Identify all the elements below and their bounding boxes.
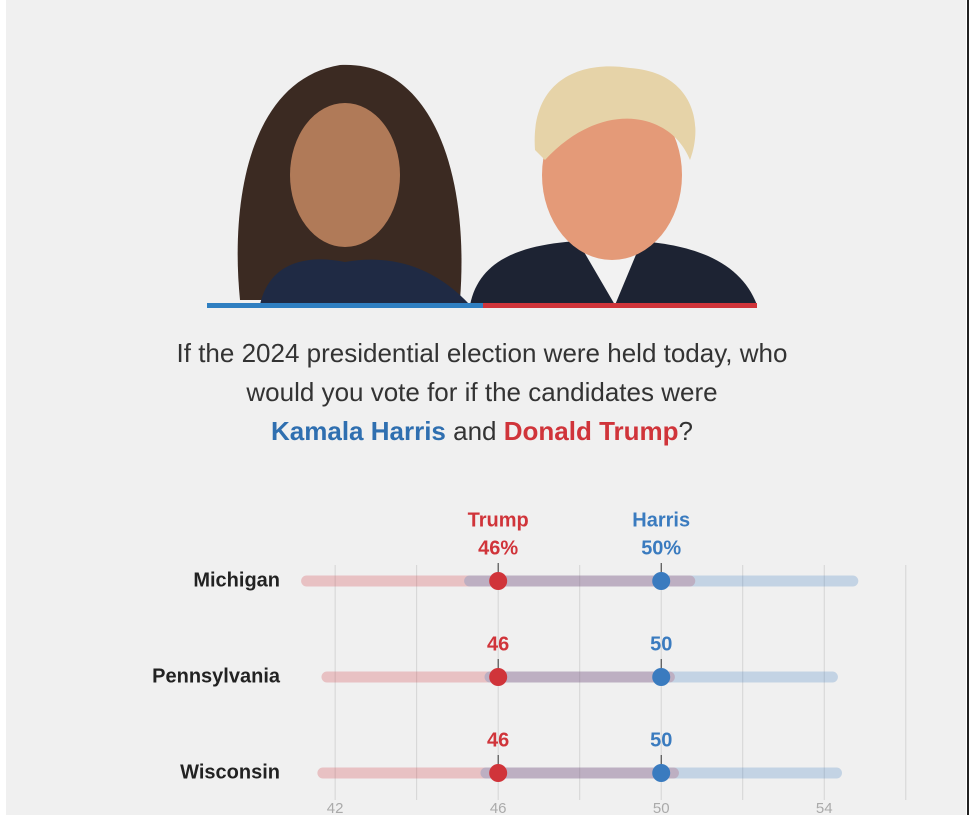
value-label: 50 — [650, 633, 672, 655]
x-tick-label: 46 — [490, 800, 507, 815]
x-tick-label: 50 — [653, 800, 670, 815]
left-margin — [0, 0, 6, 815]
dot — [652, 764, 671, 782]
dot — [489, 668, 508, 686]
question: If the 2024 presidential election were h… — [100, 334, 864, 451]
trump-portrait — [470, 66, 757, 305]
value-label: 46% — [478, 537, 518, 559]
harris-name: Kamala Harris — [271, 416, 446, 446]
question-mark: ? — [678, 416, 693, 446]
category-label: Michigan — [193, 569, 280, 591]
question-word: and — [453, 416, 497, 446]
dot — [489, 572, 508, 590]
harris-bar — [207, 303, 483, 308]
question-line: If the 2024 presidential election were h… — [176, 338, 788, 368]
x-tick-label: 42 — [327, 800, 344, 815]
trump-bar — [483, 303, 757, 308]
trump-name: Donald Trump — [503, 416, 679, 446]
dot — [489, 764, 508, 782]
series-name: Harris — [632, 509, 690, 531]
dot — [652, 668, 671, 686]
x-tick-label: 54 — [816, 800, 833, 815]
series-name: Trump — [468, 509, 529, 531]
harris-portrait — [237, 64, 470, 305]
value-label: 46 — [487, 729, 509, 751]
value-label: 50% — [641, 537, 681, 559]
right-margin — [966, 0, 974, 815]
dot — [652, 572, 671, 590]
question-line: would you vote for if the candidates wer… — [246, 377, 718, 407]
category-label: Wisconsin — [180, 761, 280, 783]
value-label: 46 — [487, 633, 509, 655]
category-label: Pennsylvania — [152, 665, 281, 687]
value-label: 50 — [650, 729, 672, 751]
